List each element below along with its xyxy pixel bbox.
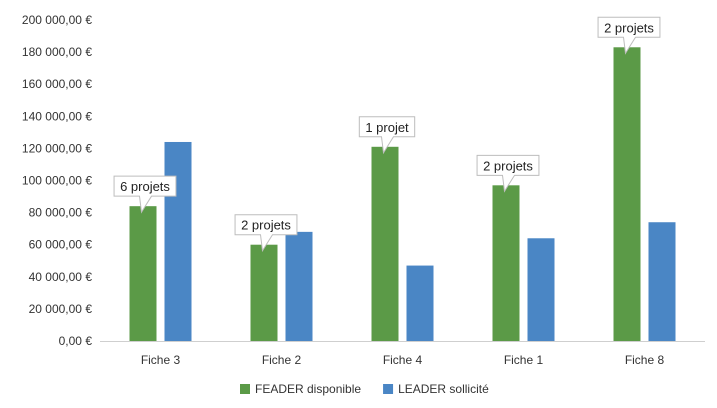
bar-feader (250, 244, 278, 341)
x-tick-label: Fiche 2 (262, 353, 302, 367)
y-tick-label: 40 000,00 € (29, 270, 93, 284)
legend-swatch (240, 384, 250, 394)
bar-leader (648, 222, 676, 341)
callout-label: 2 projets (234, 214, 298, 253)
x-axis: Fiche 3 Fiche 2 Fiche 4 Fiche 1 Fiche 8 (141, 353, 665, 367)
svg-text:6 projets: 6 projets (120, 179, 170, 194)
callouts: 6 projets 2 projets 1 projet 2 projets 2 pro… (113, 16, 661, 253)
y-tick-label: 120 000,00 € (22, 141, 92, 155)
svg-text:2 projets: 2 projets (241, 218, 291, 233)
svg-text:2 projets: 2 projets (483, 158, 533, 173)
y-tick-label: 60 000,00 € (29, 238, 93, 252)
bar-feader (613, 47, 641, 341)
legend-item-leader: LEADER sollicité (383, 382, 489, 396)
y-axis: 0,00 € 20 000,00 € 40 000,00 € 60 000,00 € 8… (22, 13, 705, 348)
bar-feader (129, 206, 157, 341)
y-tick-label: 0,00 € (59, 334, 93, 348)
callout-label: 2 projets (597, 16, 661, 55)
y-tick-label: 160 000,00 € (22, 77, 92, 91)
bar-leader (164, 141, 192, 341)
legend-label: FEADER disponible (255, 382, 361, 396)
bar-leader (527, 238, 555, 341)
bar-feader (371, 146, 399, 341)
y-tick-label: 100 000,00 € (22, 174, 92, 188)
x-tick-label: Fiche 1 (504, 353, 544, 367)
legend-item-feader: FEADER disponible (240, 382, 361, 396)
callout-label: 2 projets (476, 154, 540, 193)
callout-label: 6 projets (113, 175, 177, 214)
x-tick-label: Fiche 8 (625, 353, 665, 367)
svg-text:1 projet: 1 projet (365, 120, 409, 135)
x-tick-label: Fiche 3 (141, 353, 181, 367)
legend: FEADER disponible LEADER sollicité (240, 382, 489, 396)
callout-label: 1 projet (358, 116, 416, 155)
y-tick-label: 180 000,00 € (22, 45, 92, 59)
bar-feader (492, 185, 520, 341)
legend-swatch (383, 384, 394, 394)
bars (129, 47, 676, 341)
bar-leader (285, 231, 313, 341)
x-tick-label: Fiche 4 (383, 353, 423, 367)
y-tick-label: 80 000,00 € (29, 206, 93, 220)
svg-text:2 projets: 2 projets (604, 20, 654, 35)
y-tick-label: 140 000,00 € (22, 109, 92, 123)
bar-leader (406, 265, 434, 341)
y-tick-label: 20 000,00 € (29, 302, 93, 316)
legend-label: LEADER sollicité (398, 382, 489, 396)
y-tick-label: 200 000,00 € (22, 13, 92, 27)
